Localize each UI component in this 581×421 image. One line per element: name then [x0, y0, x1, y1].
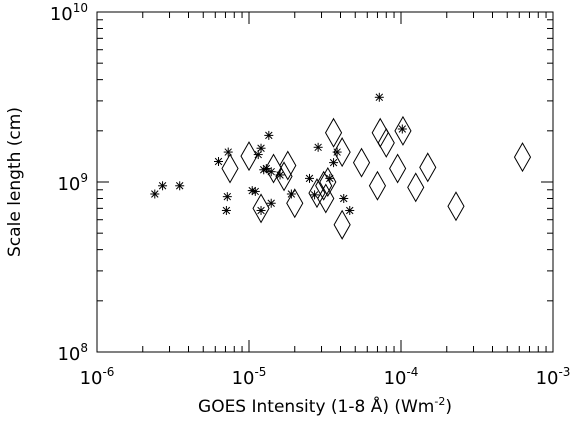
asterisk-marker — [150, 189, 160, 199]
diamond-marker — [252, 193, 270, 224]
y-tick-label: 108 — [57, 341, 88, 365]
diamond-marker — [317, 183, 335, 214]
tick-labels: 10-6 10-5 10-4 10-3 108 109 1010 — [50, 1, 571, 389]
diamond-marker — [368, 170, 387, 201]
asterisk-marker — [313, 142, 323, 152]
asterisk-marker — [223, 147, 233, 157]
asterisk-marker — [256, 143, 266, 153]
axis-ticks — [96, 11, 554, 353]
asterisk-marker — [222, 192, 232, 202]
diamond-marker — [221, 153, 239, 184]
asterisk-marker — [374, 92, 384, 102]
diamond-marker — [279, 150, 297, 181]
asterisk-marker — [261, 164, 271, 174]
asterisk-marker — [345, 205, 355, 215]
diamond-marker — [407, 172, 425, 203]
diamond-marker — [394, 115, 412, 146]
x-tick-label: 10-3 — [536, 365, 571, 389]
plot-frame — [96, 11, 554, 353]
diamond-marker — [419, 152, 437, 183]
x-axis-title: GOES Intensity (1-8 Å) (Wm-2) — [198, 395, 452, 417]
asterisk-marker — [397, 124, 407, 134]
diamond-marker — [308, 178, 326, 209]
diamond-marker — [371, 117, 389, 148]
asterisk-marker — [253, 150, 263, 160]
diamond-marker — [447, 191, 465, 222]
asterisk-marker — [266, 198, 276, 208]
diamond-marker — [352, 147, 371, 178]
asterisk-marker — [266, 167, 276, 177]
asterisk-marker — [264, 130, 274, 140]
y-tick-label: 1010 — [50, 1, 88, 25]
diamond-marker — [319, 166, 337, 198]
asterisk-marker — [221, 205, 231, 215]
diamond-marker — [513, 142, 532, 173]
asterisk-marker — [250, 186, 260, 196]
diamond-marker — [286, 188, 304, 219]
asterisk-marker — [286, 189, 296, 199]
diamond-marker — [240, 141, 258, 172]
asterisk-marker — [304, 173, 314, 183]
asterisk-marker — [213, 157, 223, 167]
diamond-marker — [264, 153, 283, 184]
diamond-marker — [333, 209, 351, 240]
diamond-marker — [377, 127, 395, 158]
asterisk-marker — [256, 205, 266, 215]
y-tick-label: 109 — [57, 171, 88, 195]
diamond-marker — [333, 137, 351, 168]
y-axis-title: Scale length (cm) — [5, 107, 25, 257]
diamond-marker — [275, 161, 293, 192]
asterisk-marker — [158, 181, 168, 191]
asterisk-marker — [175, 181, 185, 191]
x-tick-label: 10-5 — [232, 365, 267, 389]
data-markers — [150, 92, 532, 240]
x-tick-label: 10-4 — [384, 365, 419, 389]
asterisk-marker — [310, 190, 320, 200]
diamond-marker — [324, 117, 343, 148]
x-tick-label: 10-6 — [80, 365, 115, 389]
diamond-marker — [389, 153, 407, 184]
diamond-marker — [315, 170, 333, 201]
asterisk-marker — [329, 158, 339, 168]
asterisk-marker — [339, 193, 349, 203]
